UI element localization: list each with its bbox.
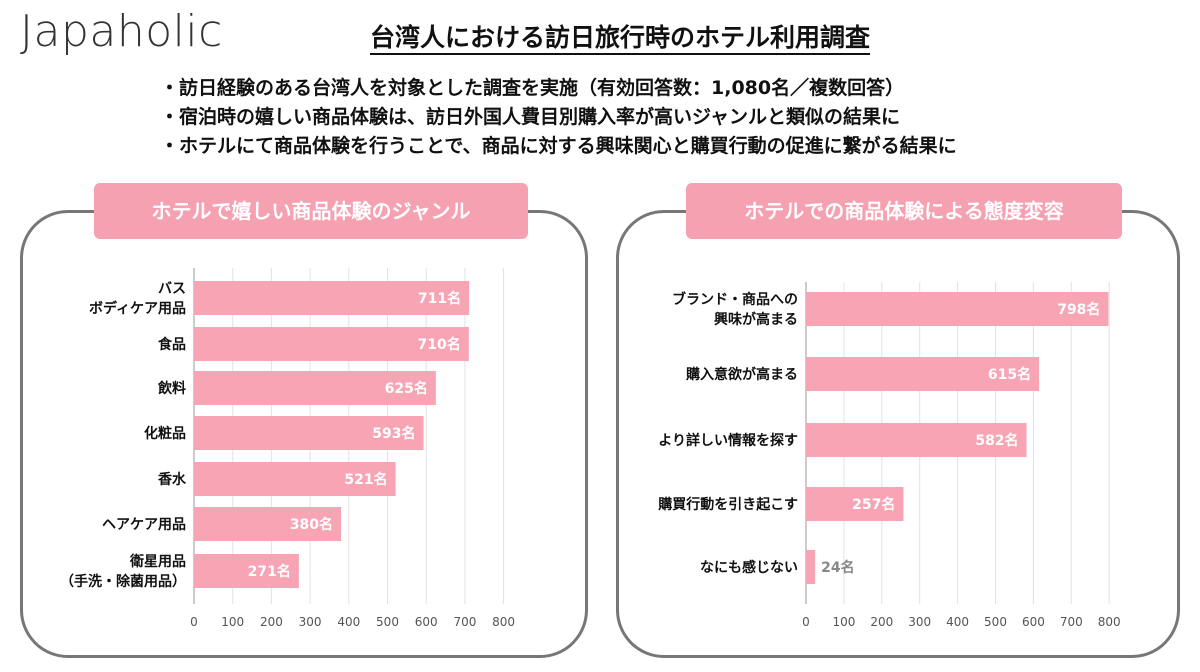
left-x-tick-label: 0 (190, 615, 198, 629)
left-x-tick-label: 800 (492, 615, 515, 629)
right-x-tick-label: 600 (1022, 615, 1045, 629)
right-category-label: 購買行動を引き起こす (657, 496, 798, 513)
left-x-tick-label: 200 (260, 615, 283, 629)
left-category-label: 衛星用品 (129, 553, 186, 570)
right-x-tick-label: 0 (802, 615, 810, 629)
right-bar (806, 357, 1040, 391)
left-bar (194, 416, 424, 450)
left-category-label: ヘアケア用品 (102, 517, 186, 533)
right-value-label: 798名 (1057, 301, 1100, 318)
page-title: 台湾人における訪日旅行時のホテル利用調査 (0, 18, 1200, 55)
right-x-tick-label: 700 (1060, 615, 1083, 629)
left-chart-title: ホテルで嬉しい商品体験のジャンル (94, 183, 528, 239)
left-bar (194, 507, 342, 541)
left-category-label: 食品 (158, 336, 186, 353)
left-category-label: 香水 (157, 471, 187, 488)
left-bar (194, 554, 299, 588)
left-bar (194, 327, 469, 361)
right-bar (806, 487, 904, 521)
brand-logo: Japaholic (20, 6, 223, 57)
bullet-3: ・ホテルにて商品体験を行うことで、商品に対する興味関心と購買行動の促進に繋がる結… (160, 135, 957, 157)
left-value-label: 710名 (418, 336, 461, 353)
right-bar (806, 423, 1027, 457)
left-x-tick-label: 700 (453, 615, 476, 629)
left-bar (194, 281, 470, 315)
right-category-label: ブランド・商品への (672, 291, 798, 308)
left-x-tick-label: 400 (337, 615, 360, 629)
right-category-label: 購入意欲が高まる (685, 366, 798, 383)
left-x-tick-label: 300 (299, 615, 322, 629)
summary-bullets: ・訪日経験のある台湾人を対象とした調査を実施（有効回答数：1,080名／複数回答… (160, 74, 957, 161)
right-value-label: 257名 (852, 496, 895, 513)
left-value-label: 593名 (372, 425, 415, 442)
right-category-label: 興味が高まる (714, 311, 798, 328)
right-chart-title: ホテルでの商品体験による態度変容 (686, 183, 1122, 239)
bullet-2: ・宿泊時の嬉しい商品体験は、訪日外国人費目別購入率が高いジャンルと類似の結果に (160, 106, 901, 128)
left-x-tick-label: 600 (415, 615, 438, 629)
left-bar (194, 371, 436, 405)
left-value-label: 625名 (385, 380, 428, 397)
bullet-1: ・訪日経験のある台湾人を対象とした調査を実施（有効回答数：1,080名／複数回答… (160, 77, 905, 99)
left-value-label: 521名 (344, 471, 387, 488)
left-value-label: 711名 (418, 290, 461, 307)
right-value-label: 24名 (821, 559, 854, 576)
right-category-label: より詳しい情報を探す (658, 432, 798, 449)
left-category-label: ボディケア用品 (89, 300, 186, 317)
right-x-tick-label: 500 (984, 615, 1007, 629)
right-x-tick-label: 400 (946, 615, 969, 629)
left-value-label: 380名 (290, 516, 333, 533)
right-category-label: なにも感じない (700, 559, 798, 576)
left-category-label: （手洗・除菌用品） (60, 573, 186, 590)
right-x-tick-label: 300 (908, 615, 931, 629)
left-x-tick-label: 100 (221, 615, 244, 629)
left-bar (194, 462, 396, 496)
left-value-label: 271名 (248, 563, 291, 580)
left-category-label: 化粧品 (144, 425, 186, 442)
right-x-tick-label: 800 (1098, 615, 1121, 629)
left-x-tick-label: 500 (376, 615, 399, 629)
right-x-tick-label: 200 (870, 615, 893, 629)
right-bar (806, 292, 1109, 326)
right-value-label: 582名 (975, 432, 1018, 449)
page-title-text: 台湾人における訪日旅行時のホテル利用調査 (369, 23, 870, 55)
right-bar (806, 550, 816, 584)
left-category-label: バス (158, 281, 186, 297)
right-x-tick-label: 100 (832, 615, 855, 629)
left-category-label: 飲料 (157, 380, 186, 397)
right-value-label: 615名 (988, 366, 1031, 383)
